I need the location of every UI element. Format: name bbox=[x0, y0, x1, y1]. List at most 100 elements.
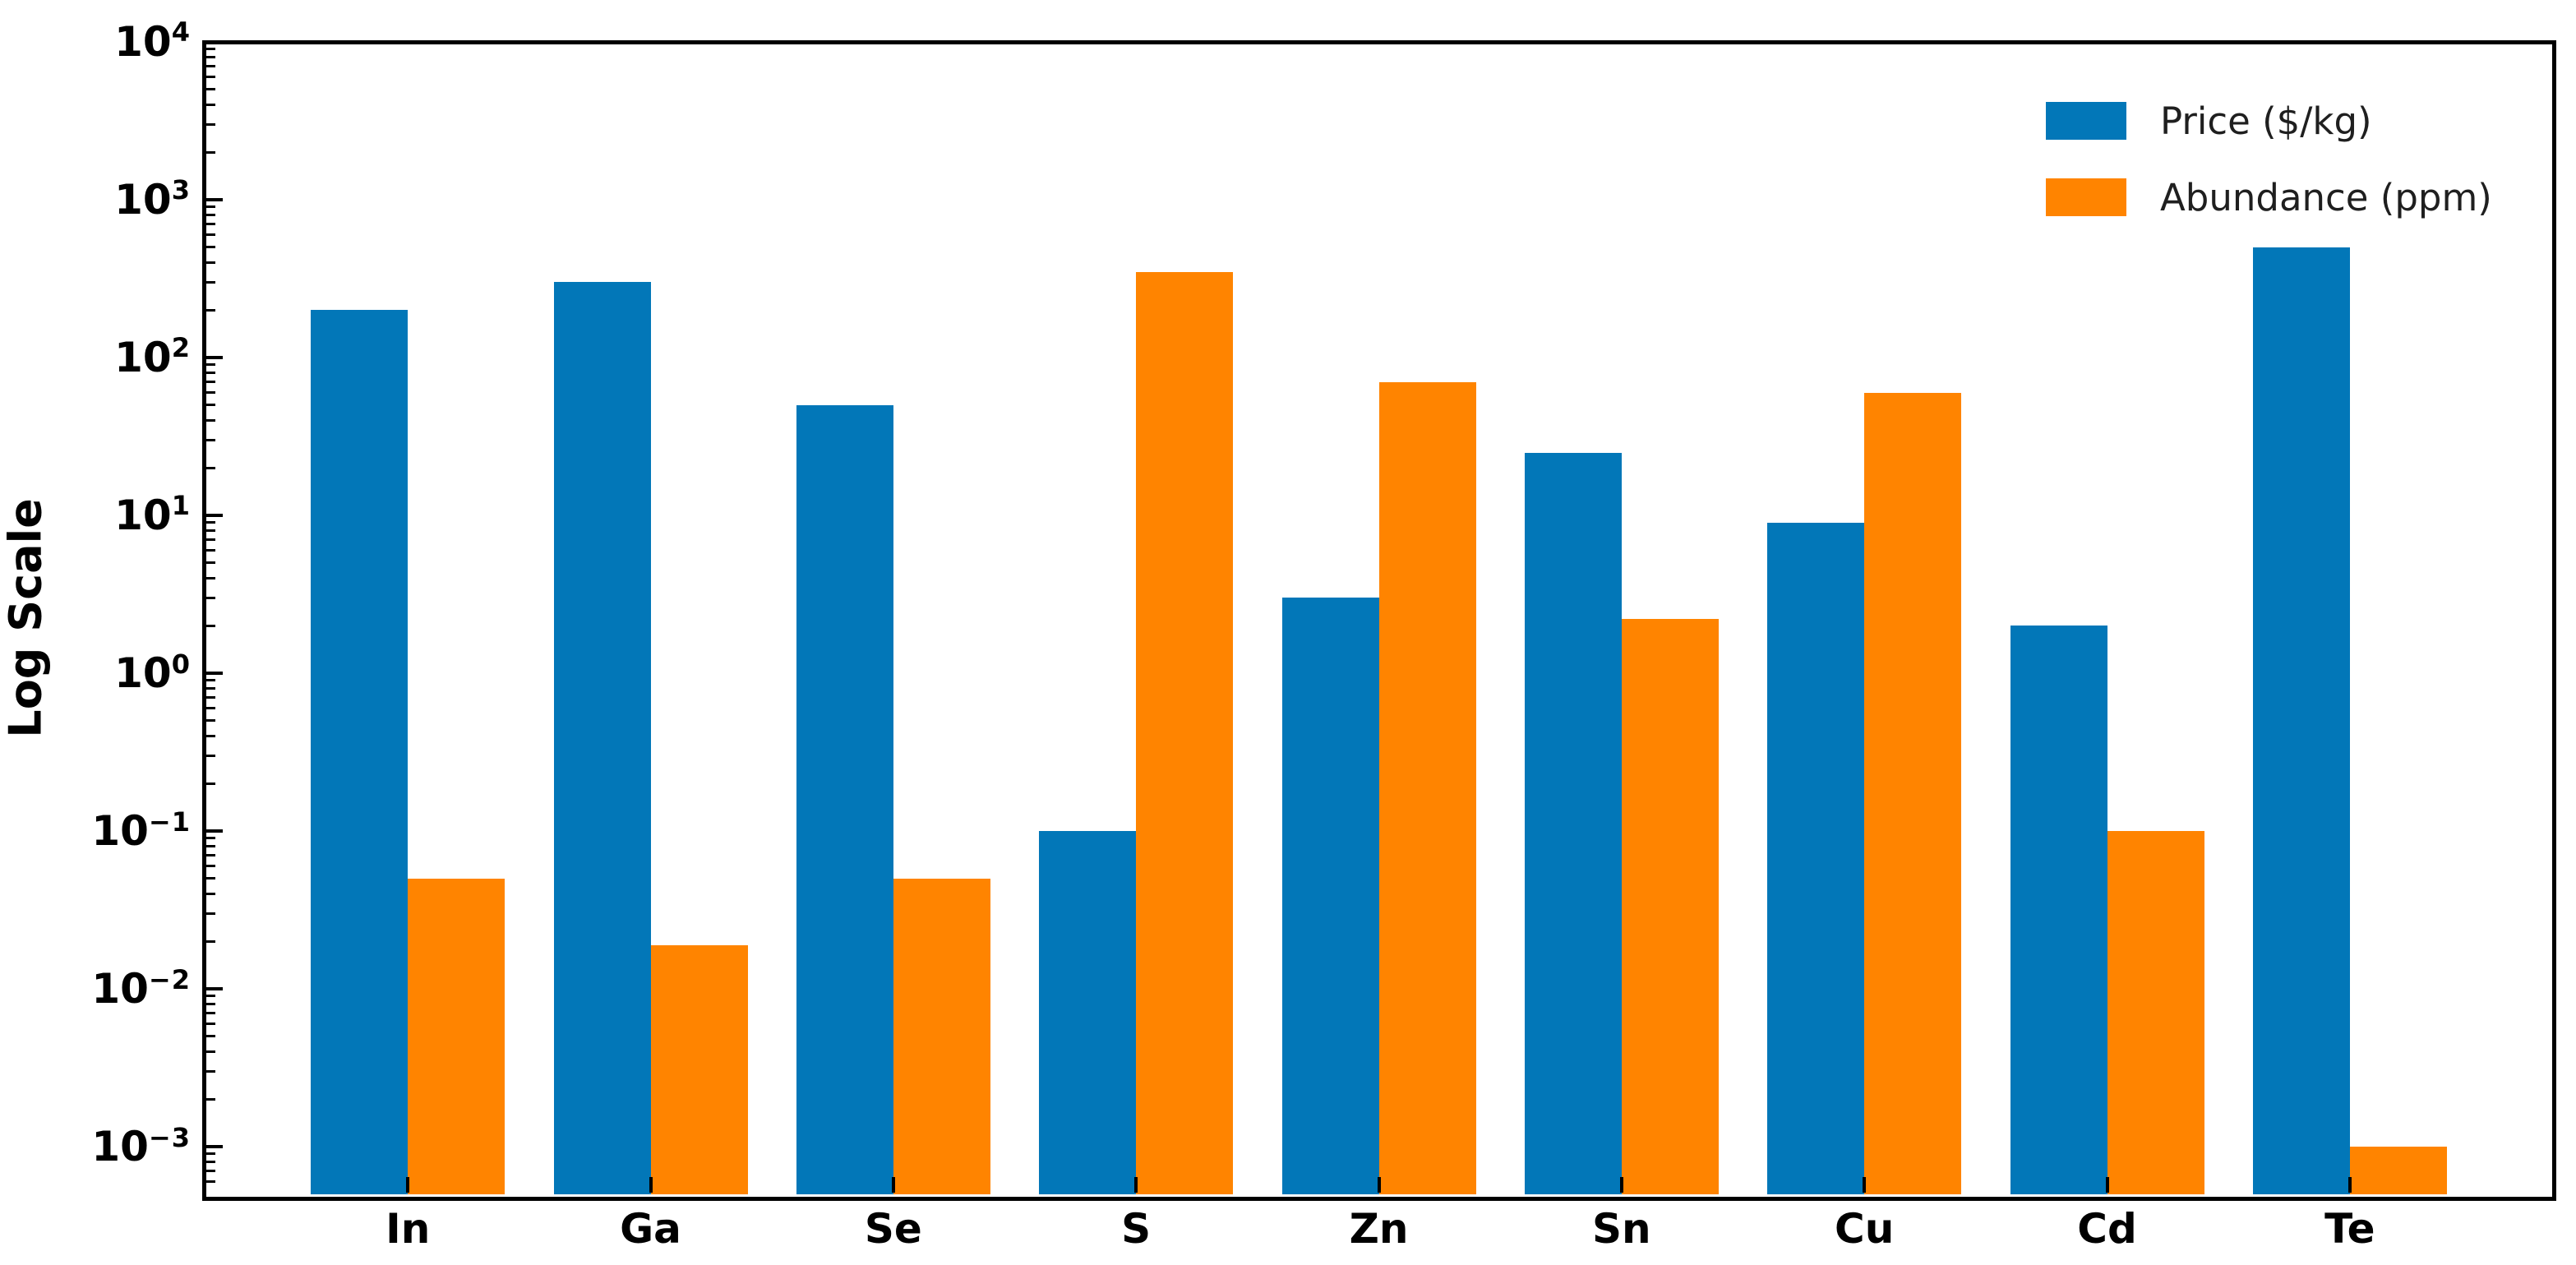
x-tick-Cd bbox=[2105, 1176, 2109, 1193]
y-minor-tick bbox=[205, 624, 215, 627]
bar-price-Cu bbox=[1767, 522, 1865, 1194]
y-minor-tick bbox=[205, 1023, 215, 1026]
y-minor-tick bbox=[205, 65, 215, 68]
x-tick-In bbox=[406, 1176, 410, 1193]
bar-price-Cd bbox=[2010, 626, 2107, 1194]
y-major-tick-1e3 bbox=[205, 198, 223, 202]
bar-price-Se bbox=[796, 404, 893, 1194]
y-major-tick-1e-3 bbox=[205, 1145, 223, 1149]
x-tick-label-Cu: Cu bbox=[1835, 1205, 1895, 1253]
y-minor-tick bbox=[205, 404, 215, 407]
x-tick-label-Cd: Cd bbox=[2077, 1205, 2137, 1253]
y-major-tick-1e-2 bbox=[205, 987, 223, 991]
y-minor-tick bbox=[205, 261, 215, 264]
y-minor-tick bbox=[205, 1012, 215, 1015]
x-tick-Cu bbox=[1863, 1176, 1867, 1193]
y-minor-tick bbox=[205, 1035, 215, 1038]
y-minor-tick bbox=[205, 76, 215, 79]
bar-abundance-Cd bbox=[2107, 831, 2204, 1194]
x-tick-S bbox=[1134, 1176, 1138, 1193]
y-major-tick-1e4 bbox=[205, 40, 223, 44]
y-minor-tick bbox=[205, 893, 215, 896]
y-tick-label-1e1: 101 bbox=[114, 490, 191, 540]
bar-price-S bbox=[1039, 831, 1137, 1194]
y-minor-tick bbox=[205, 280, 215, 284]
y-minor-tick bbox=[205, 205, 215, 209]
y-minor-tick bbox=[205, 940, 215, 943]
x-tick-label-Zn: Zn bbox=[1349, 1205, 1409, 1253]
y-minor-tick bbox=[205, 735, 215, 738]
y-minor-tick bbox=[205, 576, 215, 579]
y-minor-tick bbox=[205, 438, 215, 441]
y-minor-tick bbox=[205, 837, 215, 840]
x-tick-Ga bbox=[649, 1176, 653, 1193]
y-tick-label-1e4: 104 bbox=[114, 16, 191, 66]
y-minor-tick bbox=[205, 381, 215, 384]
x-tick-label-Te: Te bbox=[2324, 1205, 2375, 1253]
y-minor-tick bbox=[205, 538, 215, 542]
y-tick-label-1e3: 103 bbox=[114, 174, 191, 224]
y-minor-tick bbox=[205, 56, 215, 59]
y-minor-tick bbox=[205, 865, 215, 868]
y-minor-tick bbox=[205, 1050, 215, 1054]
y-minor-tick bbox=[205, 122, 215, 126]
y-minor-tick bbox=[205, 150, 215, 154]
y-axis-label: Log Scale bbox=[0, 498, 52, 738]
y-minor-tick bbox=[205, 246, 215, 249]
y-minor-tick bbox=[205, 466, 215, 469]
y-minor-tick bbox=[205, 233, 215, 237]
y-minor-tick bbox=[205, 88, 215, 91]
y-minor-tick bbox=[205, 418, 215, 422]
legend-item-abundance: Abundance (ppm) bbox=[2046, 178, 2492, 216]
y-major-tick-1e-1 bbox=[205, 829, 223, 833]
bar-price-Te bbox=[2252, 247, 2350, 1194]
y-tick-label-1e-1: 10−1 bbox=[91, 806, 191, 856]
y-minor-tick bbox=[205, 782, 215, 785]
y-tick-label-1e0: 100 bbox=[114, 648, 191, 698]
y-tick-label-1e-3: 10−3 bbox=[91, 1121, 191, 1171]
y-minor-tick bbox=[205, 223, 215, 226]
y-minor-tick bbox=[205, 1161, 215, 1164]
bar-abundance-Ga bbox=[650, 944, 748, 1194]
y-minor-tick bbox=[205, 877, 215, 880]
legend-swatch-price bbox=[2046, 102, 2126, 140]
y-minor-tick bbox=[205, 372, 215, 375]
bar-price-Sn bbox=[1524, 452, 1622, 1194]
y-minor-tick bbox=[205, 596, 215, 599]
bar-abundance-Se bbox=[893, 878, 990, 1194]
x-tick-Sn bbox=[1619, 1176, 1623, 1193]
y-minor-tick bbox=[205, 521, 215, 524]
y-minor-tick bbox=[205, 1152, 215, 1156]
bar-price-In bbox=[311, 310, 409, 1194]
y-minor-tick bbox=[205, 1170, 215, 1173]
y-minor-tick bbox=[205, 1097, 215, 1101]
bar-price-Zn bbox=[1281, 598, 1379, 1194]
legend-swatch-abundance bbox=[2046, 178, 2126, 216]
x-tick-label-S: S bbox=[1121, 1205, 1152, 1253]
y-major-tick-1e1 bbox=[205, 514, 223, 518]
x-tick-Zn bbox=[1377, 1176, 1381, 1193]
y-tick-label-1e-2: 10−2 bbox=[91, 963, 191, 1013]
y-minor-tick bbox=[205, 1180, 215, 1184]
bar-abundance-In bbox=[408, 878, 506, 1194]
x-tick-Se bbox=[891, 1176, 895, 1193]
y-minor-tick bbox=[205, 1003, 215, 1006]
bar-abundance-Te bbox=[2349, 1147, 2447, 1194]
y-minor-tick bbox=[205, 103, 215, 106]
x-tick-label-In: In bbox=[385, 1205, 431, 1253]
bar-abundance-S bbox=[1136, 271, 1234, 1194]
y-minor-tick bbox=[205, 529, 215, 533]
legend-label-price: Price ($/kg) bbox=[2160, 99, 2372, 143]
x-tick-label-Se: Se bbox=[864, 1205, 922, 1253]
y-minor-tick bbox=[205, 214, 215, 217]
y-minor-tick bbox=[205, 549, 215, 552]
y-major-tick-1e0 bbox=[205, 672, 223, 676]
y-minor-tick bbox=[205, 363, 215, 367]
x-tick-Te bbox=[2347, 1176, 2352, 1193]
legend-item-price: Price ($/kg) bbox=[2046, 102, 2372, 140]
legend-label-abundance: Abundance (ppm) bbox=[2160, 175, 2492, 219]
y-minor-tick bbox=[205, 561, 215, 565]
y-minor-tick bbox=[205, 845, 215, 848]
y-minor-tick bbox=[205, 854, 215, 857]
